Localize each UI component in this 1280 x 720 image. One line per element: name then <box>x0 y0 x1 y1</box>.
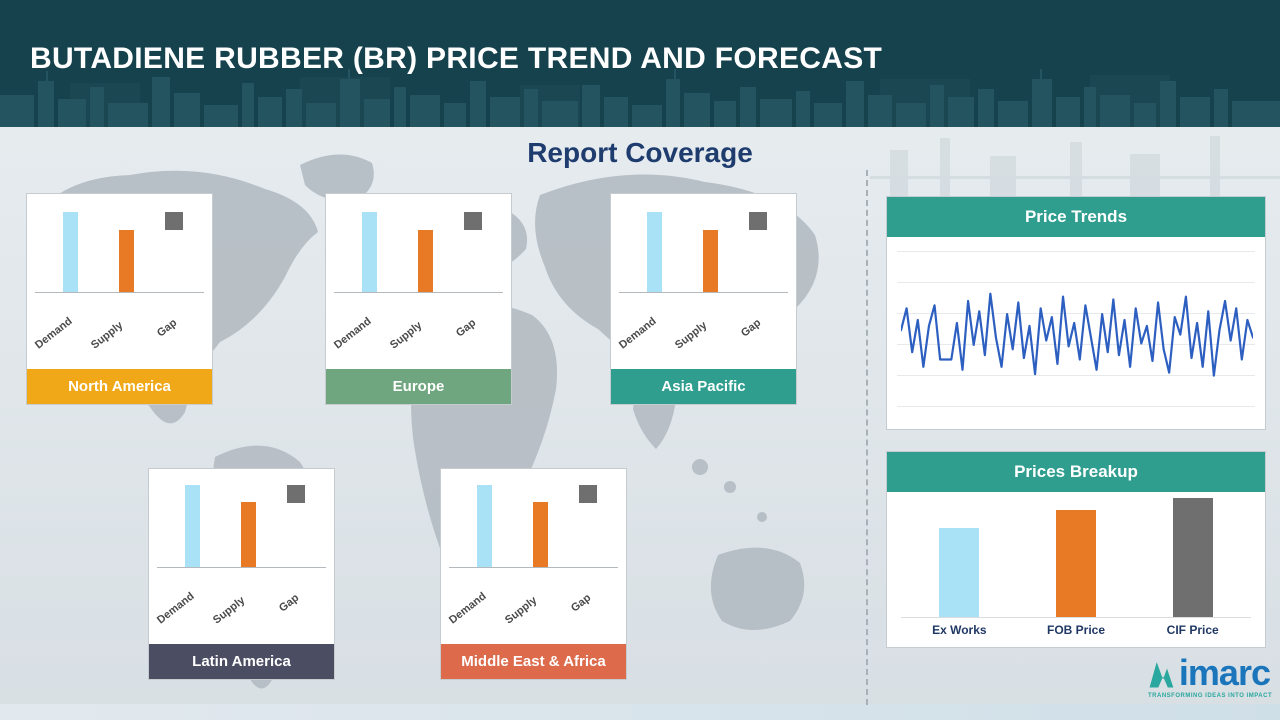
fob-price-label: FOB Price <box>1046 623 1106 637</box>
demand-axis-label: Demand <box>332 315 374 352</box>
chart-baseline <box>619 292 788 293</box>
mini-demand-supply-gap-chart: Demand Supply Gap <box>27 194 212 369</box>
cif-price-label: CIF Price <box>1166 623 1219 637</box>
demand-axis-label: Demand <box>447 590 489 627</box>
page-main-title: BUTADIENE RUBBER (BR) PRICE TREND AND FO… <box>30 42 883 75</box>
region-card-europe: Demand Supply Gap Europe <box>325 193 512 405</box>
demand-bar <box>362 212 377 292</box>
region-card-middle-east-africa: Demand Supply Gap Middle East & Africa <box>440 468 627 680</box>
mini-demand-supply-gap-chart: Demand Supply Gap <box>441 469 626 644</box>
section-title: Report Coverage <box>527 137 753 168</box>
region-label: North America <box>27 369 212 404</box>
gap-axis-label: Gap <box>277 591 302 615</box>
price-trends-header: Price Trends <box>887 197 1265 237</box>
supply-axis-label: Supply <box>673 319 710 352</box>
supply-bar <box>533 502 548 567</box>
imarc-logo-mark-icon <box>1149 662 1174 688</box>
price-trend-line-chart <box>901 253 1253 413</box>
region-label: Middle East & Africa <box>441 644 626 679</box>
demand-axis-label: Demand <box>617 315 659 352</box>
gap-square <box>165 212 183 230</box>
gap-axis-label: Gap <box>155 316 180 340</box>
price-trend-line <box>901 294 1253 376</box>
chart-baseline <box>449 567 618 568</box>
region-label: Latin America <box>149 644 334 679</box>
region-label: Europe <box>326 369 511 404</box>
price-trends-panel: Price Trends <box>886 196 1266 430</box>
demand-axis-label: Demand <box>33 315 75 352</box>
imarc-logo-text: imarc <box>1178 652 1271 693</box>
gap-square <box>749 212 767 230</box>
region-label: Asia Pacific <box>611 369 796 404</box>
demand-bar <box>185 485 200 567</box>
gap-axis-label: Gap <box>454 316 479 340</box>
mini-demand-supply-gap-chart: Demand Supply Gap <box>611 194 796 369</box>
mini-demand-supply-gap-chart: Demand Supply Gap <box>149 469 334 644</box>
imarc-logo-tagline: TRANSFORMING IDEAS INTO IMPACT <box>1148 693 1273 699</box>
demand-bar <box>63 212 78 292</box>
bottom-band <box>0 704 1280 720</box>
demand-bar <box>477 485 492 567</box>
breakup-bar <box>1172 498 1213 617</box>
imarc-logo: imarc TRANSFORMING IDEAS INTO IMPACT <box>1148 652 1273 700</box>
industrial-backdrop-graphic <box>870 136 1280 200</box>
cif-price-bar-slot <box>1134 492 1251 617</box>
ex-works-label: Ex Works <box>932 623 987 637</box>
breakup-bars-row <box>901 492 1251 618</box>
prices-breakup-header: Prices Breakup <box>887 452 1265 492</box>
region-card-north-america: Demand Supply Gap North America <box>26 193 213 405</box>
dashed-divider <box>866 170 868 705</box>
prices-breakup-panel: Prices Breakup Ex Works FOB Price CIF Pr… <box>886 451 1266 648</box>
header-banner: BUTADIENE RUBBER (BR) PRICE TREND AND FO… <box>0 0 1280 127</box>
chart-baseline <box>35 292 204 293</box>
supply-axis-label: Supply <box>503 594 540 627</box>
supply-bar <box>418 230 433 292</box>
supply-axis-label: Supply <box>89 319 126 352</box>
logo-mark-shape <box>1149 662 1174 688</box>
demand-axis-label: Demand <box>155 590 197 627</box>
supply-bar <box>241 502 256 567</box>
prices-breakup-chart: Ex Works FOB Price CIF Price <box>887 492 1265 647</box>
supply-bar <box>119 230 134 292</box>
gap-square <box>464 212 482 230</box>
supply-axis-label: Supply <box>388 319 425 352</box>
gap-square <box>287 485 305 503</box>
breakup-labels-row: Ex Works FOB Price CIF Price <box>901 623 1251 637</box>
ex-works-bar-slot <box>901 492 1018 617</box>
supply-bar <box>703 230 718 292</box>
mini-demand-supply-gap-chart: Demand Supply Gap <box>326 194 511 369</box>
chart-baseline <box>157 567 326 568</box>
supply-axis-label: Supply <box>211 594 248 627</box>
breakup-bar <box>939 528 980 617</box>
gap-axis-label: Gap <box>739 316 764 340</box>
city-skyline-graphic <box>0 69 1280 127</box>
breakup-bar <box>1056 510 1096 617</box>
region-card-latin-america: Demand Supply Gap Latin America <box>148 468 335 680</box>
gap-axis-label: Gap <box>569 591 594 615</box>
region-card-asia-pacific: Demand Supply Gap Asia Pacific <box>610 193 797 405</box>
demand-bar <box>647 212 662 292</box>
gap-square <box>579 485 597 503</box>
fob-price-bar-slot <box>1018 492 1135 617</box>
price-trends-chart <box>887 237 1265 429</box>
chart-baseline <box>334 292 503 293</box>
